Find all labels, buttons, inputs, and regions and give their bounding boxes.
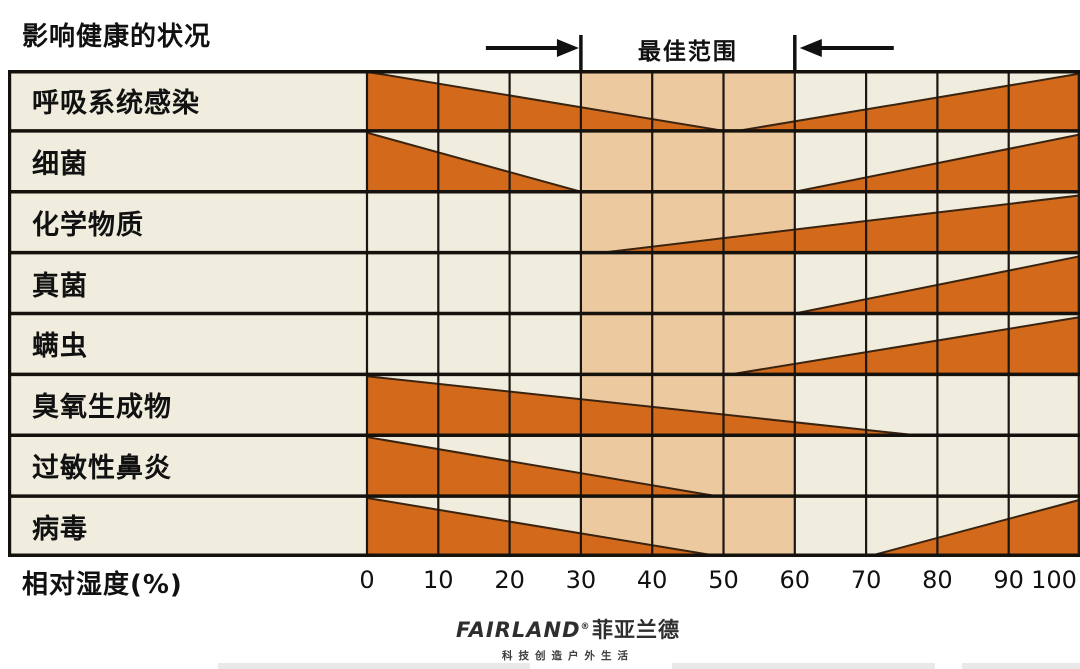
x-axis-tick-label: 10 [423,566,454,594]
registered-trademark-icon: ® [580,622,591,632]
brand-name-en: FAIRLAND [455,618,581,642]
x-axis-tick-label: 100 [1031,566,1077,594]
row-labels-column: 呼吸系统感染 细菌化学物质真菌螨虫臭氧生成物过敏性鼻炎病毒 [8,70,367,557]
x-axis-tick-label: 70 [850,566,882,594]
x-axis-tick-label: 30 [565,566,597,594]
brand-name-cn: 菲亚兰德 [592,618,681,642]
row-label: 臭氧生成物 [32,392,172,424]
row-label: 过敏性鼻炎 [32,453,172,485]
x-axis-tick-label: 60 [779,566,811,594]
chart-table: 呼吸系统感染 细菌化学物质真菌螨虫臭氧生成物过敏性鼻炎病毒 [8,70,1080,557]
x-axis-tick-label: 0 [359,566,375,594]
brand-logo: FAIRLAND®菲亚兰德 [456,614,680,644]
next-row-thumbnail-strip [672,663,935,669]
x-axis-tick-label: 20 [494,566,525,594]
row-label: 细菌 [32,148,88,180]
x-axis: 相对湿度(%) 0 10 20 30 40 50 60 70 80 90 100 [0,558,1080,600]
brand-footer: FAIRLAND®菲亚兰德 科技创造户外生活 [456,614,680,663]
optimal-range-arrows [485,35,894,70]
optimal-range-label: 最佳范围 [637,39,738,65]
row-label: 病毒 [32,514,88,546]
row-label: 螨虫 [32,331,88,363]
row-label: 化学物质 [32,209,144,241]
row-label: 呼吸系统感染 [32,87,200,119]
row-label: 真菌 [32,270,88,302]
x-axis-tick-label: 40 [636,566,668,594]
x-axis-tick-label: 80 [922,566,953,594]
x-axis-tick-label: 90 [993,566,1024,594]
next-row-thumbnail-strip [962,663,1080,669]
next-row-thumbnail-strip [218,663,530,669]
chart-canvas [8,70,1080,557]
severity-wedge [865,498,1080,557]
brand-tagline: 科技创造户外生活 [501,650,634,662]
chart-title: 影响健康的状况 [22,22,212,52]
x-axis-title: 相对湿度(%) [22,570,183,600]
x-axis-tick-label: 50 [708,566,739,594]
